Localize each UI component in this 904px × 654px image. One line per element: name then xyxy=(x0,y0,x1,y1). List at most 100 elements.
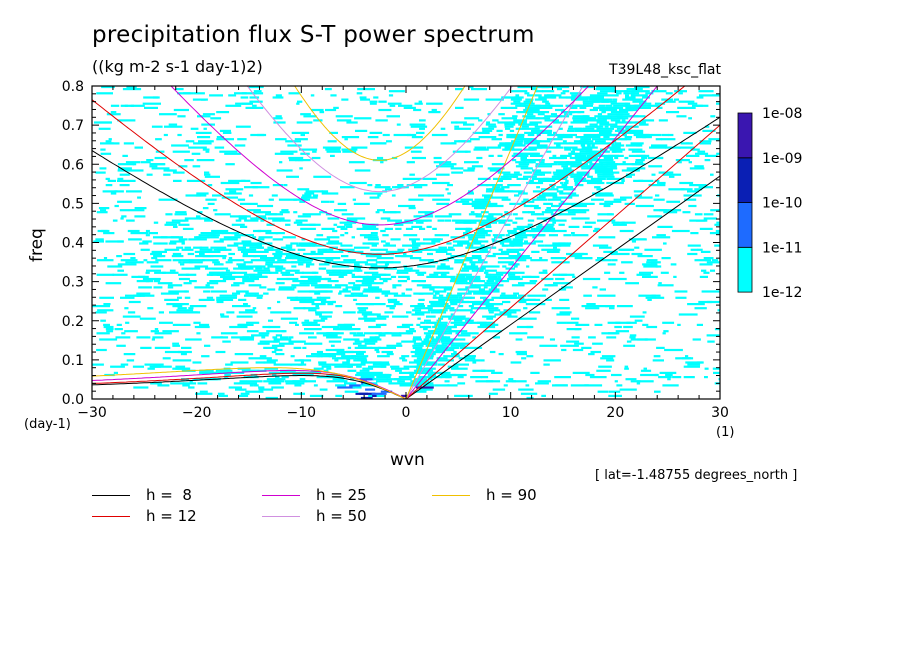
spectral-power-cell xyxy=(635,204,654,208)
spectral-power-cell xyxy=(535,146,543,149)
colorbar-segment xyxy=(737,202,753,248)
spectral-power-cell xyxy=(175,88,184,91)
spectral-power-cell xyxy=(309,394,324,397)
spectral-power-cell xyxy=(241,250,257,253)
spectral-power-cell xyxy=(486,317,494,320)
spectral-power-cell xyxy=(297,215,311,218)
spectral-power-cell xyxy=(413,336,422,339)
spectral-power-cell xyxy=(577,165,592,168)
spectral-power-cell xyxy=(194,265,209,268)
spectral-power-cell xyxy=(450,277,459,281)
spectral-power-cell xyxy=(418,292,434,295)
spectral-power-cell xyxy=(265,232,279,235)
spectral-power-cell xyxy=(377,156,384,160)
spectral-power-cell xyxy=(303,252,313,256)
spectral-power-cell xyxy=(337,202,347,205)
spectral-power-cell xyxy=(694,259,707,262)
spectral-power-cell xyxy=(481,292,491,295)
spectral-power-cell xyxy=(505,234,510,237)
spectral-power-cell xyxy=(279,211,290,214)
spectral-power-cell xyxy=(432,198,450,201)
spectral-power-cell xyxy=(569,156,583,160)
spectral-power-cell xyxy=(366,378,374,381)
spectral-power-cell xyxy=(510,142,521,145)
spectral-power-cell xyxy=(172,342,179,345)
spectral-power-cell xyxy=(571,336,580,339)
spectral-power-cell xyxy=(426,315,436,318)
spectral-power-cell xyxy=(541,211,554,214)
spectral-power-cell xyxy=(365,388,376,391)
spectral-power-cell xyxy=(516,325,532,329)
spectral-power-cell xyxy=(630,92,640,95)
spectral-power-cell xyxy=(617,111,624,114)
spectral-power-cell xyxy=(206,296,214,299)
spectral-power-cell xyxy=(475,284,494,287)
spectral-power-cell xyxy=(418,280,425,283)
legend-label: h = 25 xyxy=(316,486,367,504)
spectral-power-cell xyxy=(353,298,357,301)
spectral-power-cell xyxy=(280,317,298,320)
spectral-power-cell xyxy=(445,376,450,379)
spectral-power-cell xyxy=(533,207,541,210)
spectral-power-cell xyxy=(211,336,224,339)
spectral-power-cell xyxy=(440,273,447,276)
spectral-power-cell xyxy=(615,221,619,224)
spectral-power-cell xyxy=(626,108,634,112)
spectral-power-cell xyxy=(238,215,251,218)
spectral-power-cell xyxy=(329,246,338,249)
spectral-power-cell xyxy=(301,196,318,199)
spectral-power-cell xyxy=(194,250,205,253)
spectral-power-cell xyxy=(589,376,607,379)
spectral-power-cell xyxy=(508,255,514,258)
spectral-power-cell xyxy=(96,332,110,335)
spectral-power-cell xyxy=(554,384,568,387)
spectral-power-cell xyxy=(301,244,312,247)
spectral-power-cell xyxy=(217,392,225,395)
spectral-power-cell xyxy=(412,344,424,347)
spectral-power-cell xyxy=(239,338,254,341)
spectral-power-cell xyxy=(499,311,517,314)
spectral-power-cell xyxy=(153,242,168,245)
spectral-power-cell xyxy=(614,156,619,160)
y-tick-label: 0.5 xyxy=(62,196,84,212)
spectral-power-cell xyxy=(255,250,269,253)
spectral-power-cell xyxy=(275,282,285,285)
legend-item-h25: h = 25 xyxy=(262,486,367,506)
spectral-power-cell xyxy=(311,244,326,247)
spectral-power-cell xyxy=(300,133,305,137)
spectral-power-cell xyxy=(100,148,106,151)
spectral-power-cell xyxy=(687,244,701,247)
spectral-power-cell xyxy=(604,271,611,274)
spectral-power-cell xyxy=(711,94,720,97)
spectral-power-cell xyxy=(309,323,321,326)
legend-item-h8: h = 8 xyxy=(92,486,192,506)
spectral-power-cell xyxy=(516,353,527,356)
spectral-power-cell xyxy=(696,104,703,107)
spectral-power-cell xyxy=(255,267,263,270)
spectral-power-cell xyxy=(575,104,589,107)
spectral-power-cell xyxy=(462,259,473,262)
spectral-power-cell xyxy=(668,188,685,191)
spectral-power-cell xyxy=(352,342,362,345)
spectral-power-cell xyxy=(138,286,152,289)
spectral-power-cell xyxy=(578,142,596,145)
spectral-power-cell xyxy=(511,148,520,151)
spectral-power-cell xyxy=(376,315,389,318)
spectral-power-cell xyxy=(457,292,472,295)
spectral-power-cell xyxy=(529,311,541,314)
spectral-power-cell xyxy=(146,261,159,264)
spectral-power-cell xyxy=(286,248,296,251)
spectral-power-cell xyxy=(138,275,146,278)
spectral-power-cell xyxy=(525,106,541,109)
spectral-power-cell xyxy=(424,325,432,329)
spectral-power-cell xyxy=(520,156,527,160)
spectral-power-cell xyxy=(183,382,197,385)
spectral-power-cell xyxy=(340,234,345,237)
spectral-power-cell xyxy=(436,267,454,270)
spectral-power-cell xyxy=(502,265,507,268)
spectral-power-cell xyxy=(503,309,521,312)
y-axis-unit: (day-1) xyxy=(24,417,71,432)
spectral-power-cell xyxy=(485,225,492,228)
spectral-power-cell xyxy=(342,355,357,358)
